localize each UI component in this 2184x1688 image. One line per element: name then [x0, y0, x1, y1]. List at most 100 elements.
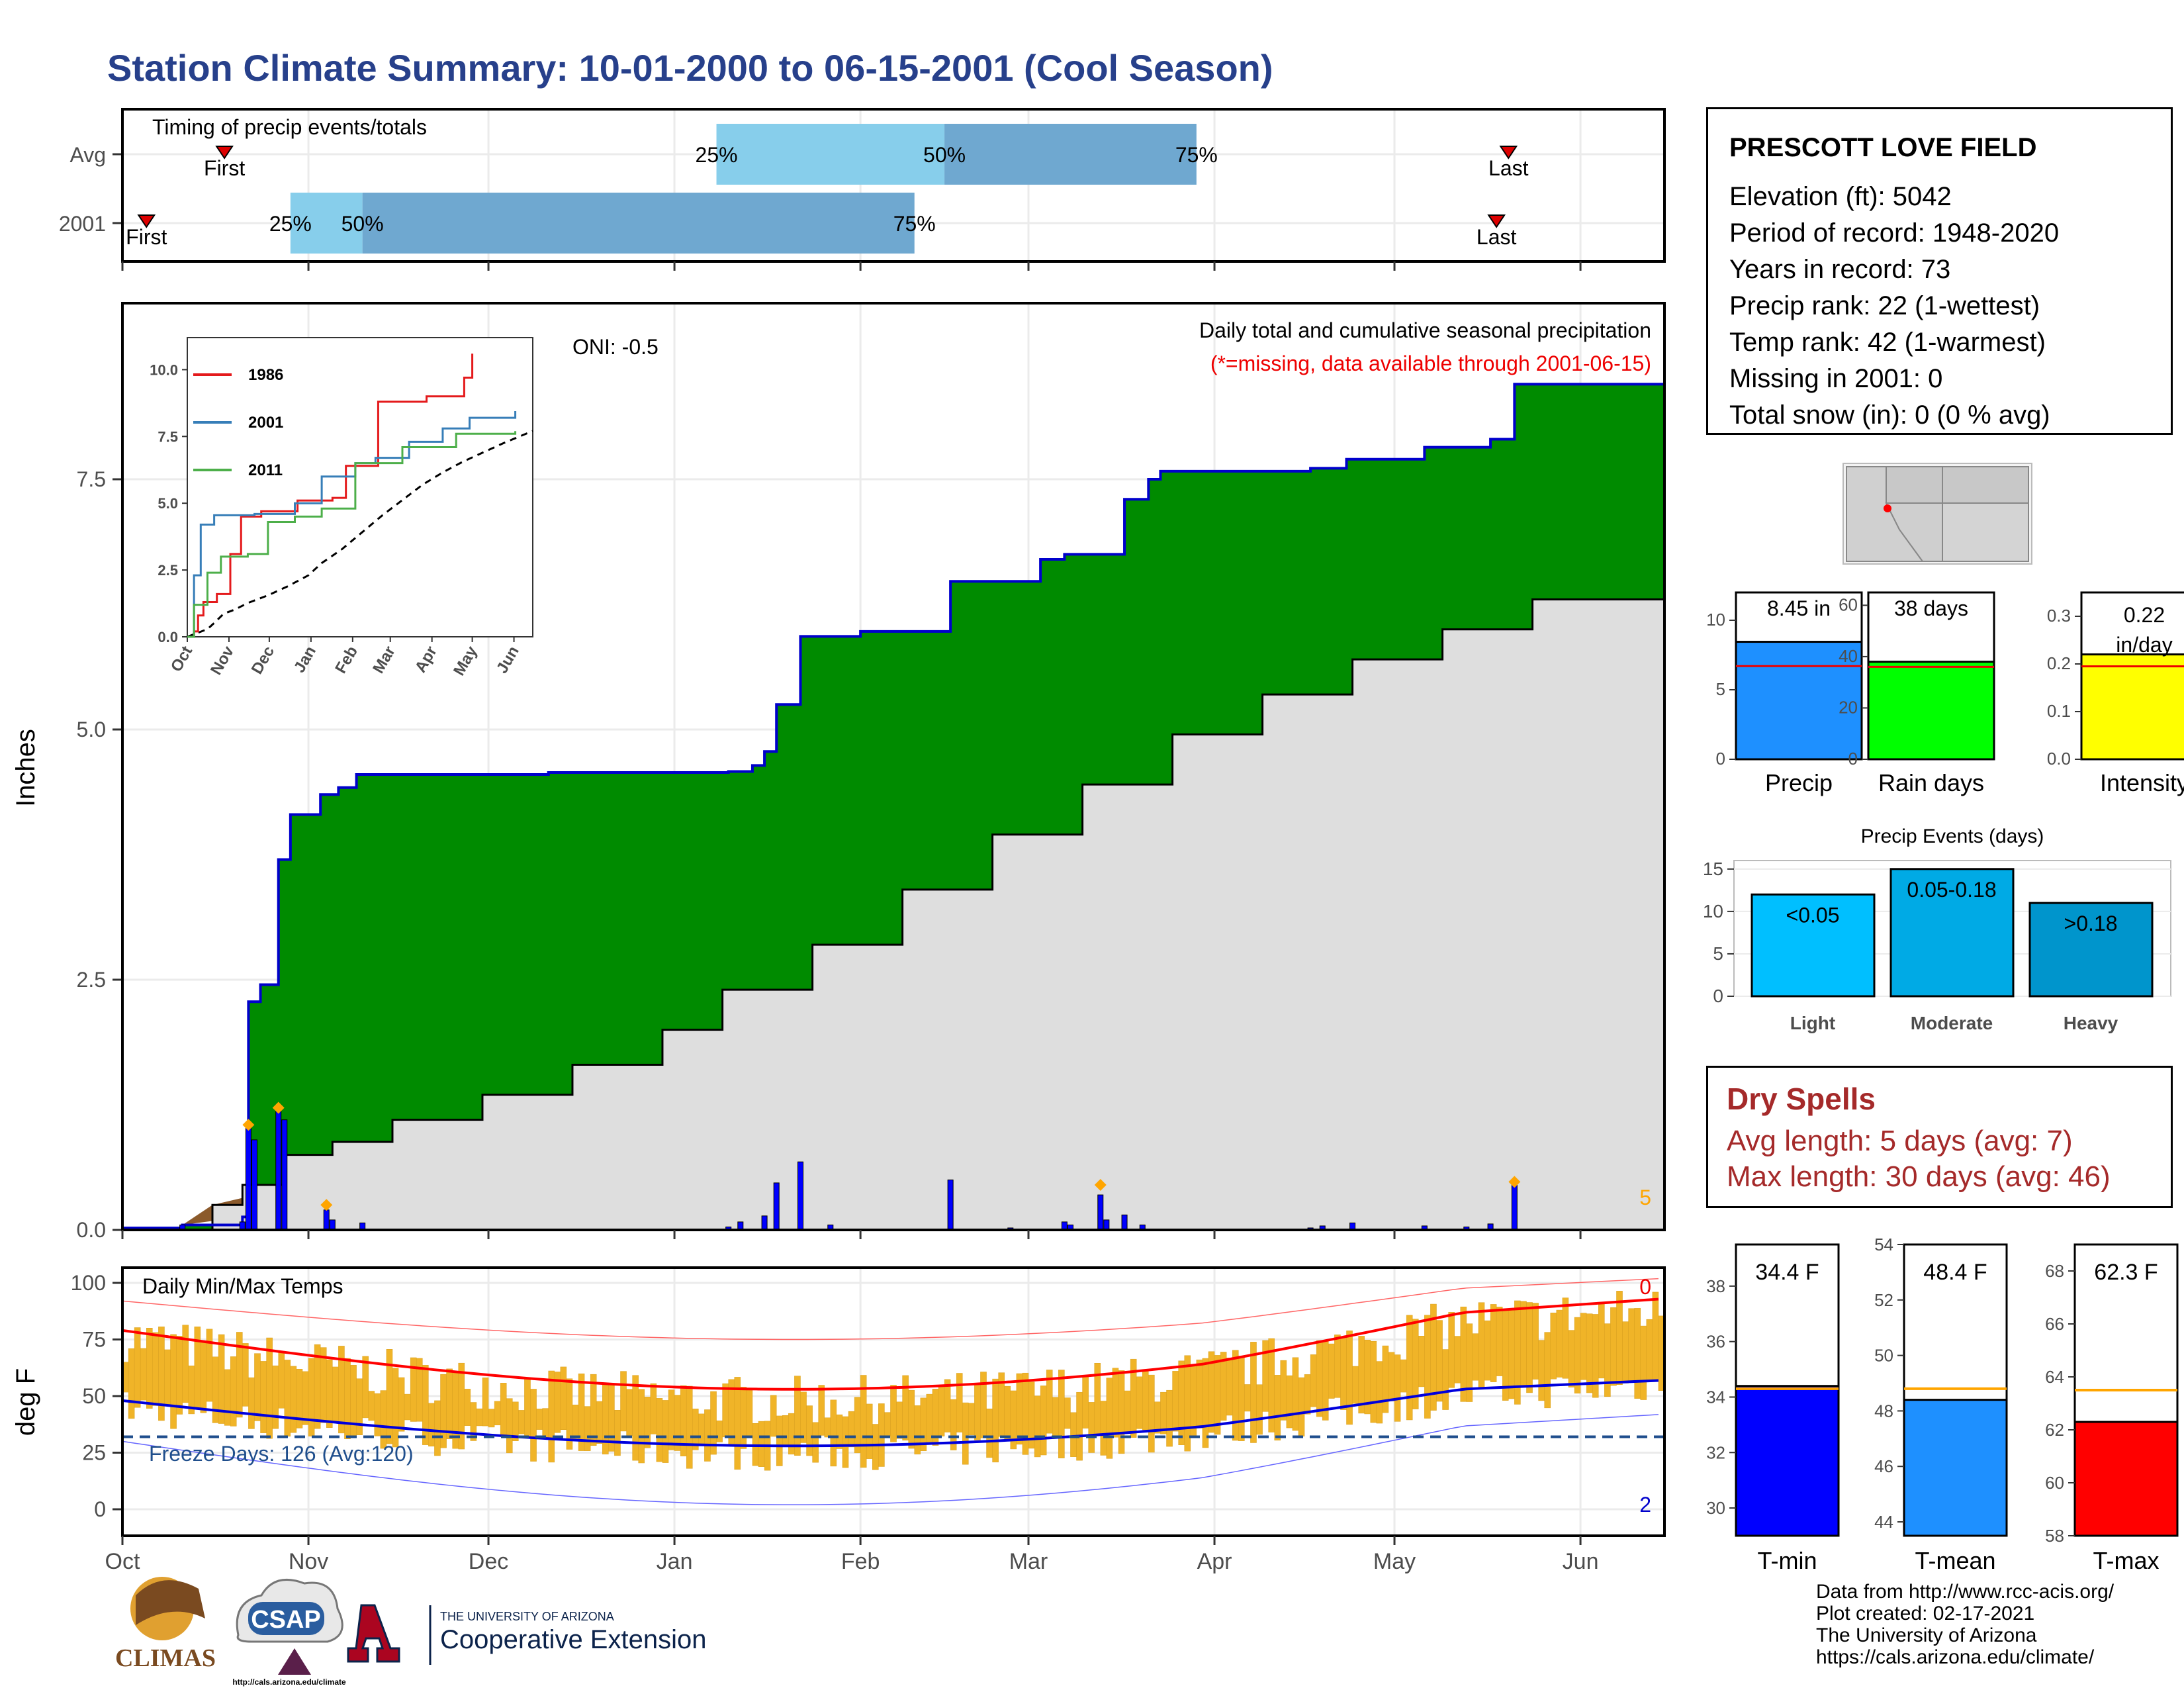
csap-url-text: http://cals.arizona.edu/climate [232, 1677, 346, 1687]
timing-quartile-label: 50% [341, 212, 384, 236]
precip-rank-line: Precip rank: 22 (1-wettest) [1729, 291, 2040, 320]
inset-ytick-label: 7.5 [158, 428, 178, 445]
daily-temp-bar [1388, 1352, 1395, 1401]
first-event-marker [215, 146, 234, 160]
temp-bar-tick-label: 54 [1874, 1235, 1893, 1254]
footer-plot-created: Plot created: 02-17-2021 [1816, 1603, 2035, 1624]
daily-temp-bar [1124, 1390, 1131, 1432]
timing-label: Timing of precip events/totals [152, 115, 427, 139]
normal-max-line [122, 1297, 1659, 1391]
station-location-marker [1884, 504, 1891, 512]
daily-temp-bar [1100, 1401, 1107, 1456]
daily-precip-bar [1097, 1194, 1104, 1231]
daily-temp-bar [248, 1377, 255, 1429]
daily-temp-bar [698, 1413, 705, 1444]
inset-ytick-label: 2.5 [158, 562, 178, 579]
daily-temp-bar [404, 1393, 411, 1421]
page-title: Station Climate Summary: 10-01-2000 to 0… [107, 47, 1273, 89]
daily-temp-bar [896, 1401, 903, 1439]
mini-bar-value [1735, 641, 1863, 761]
mini-bar-tick-label: 10 [1706, 610, 1725, 630]
precip-panel: 5 Daily total and cumulative seasonal pre… [11, 302, 1666, 1242]
daily-temp-bar [1442, 1349, 1449, 1410]
temp-bar-value [1903, 1399, 2008, 1537]
daily-precip-bar [245, 1124, 251, 1231]
daily-temp-bar [986, 1408, 993, 1458]
daily-temp-bar [506, 1398, 513, 1454]
daily-precip-bar [1103, 1219, 1110, 1231]
daily-temp-bar [212, 1356, 219, 1423]
mini-bar-value-label: 0.22 [2124, 603, 2165, 627]
daily-temp-bar [254, 1353, 261, 1421]
map-colorado [1942, 466, 2029, 504]
timing-panel: Timing of precip events/totals Avg 25% 50% 7… [59, 108, 1666, 263]
timing-bar-q50-q75 [944, 124, 1197, 185]
event-bin-label: 0.05-0.18 [1907, 878, 1996, 902]
daily-temp-bar [278, 1351, 285, 1409]
mini-bar-value-label: 38 days [1894, 596, 1968, 620]
daily-temp-bar [1142, 1370, 1149, 1430]
daily-temp-bar [1346, 1331, 1353, 1425]
first-event-marker [137, 214, 156, 228]
precip-subtitle: (*=missing, data available through 2001-… [1210, 352, 1651, 375]
precip-ytick-label: 0.0 [77, 1218, 106, 1242]
mini-bar-label: Rain days [1878, 769, 1984, 796]
timing-bar-q50-q75 [362, 193, 915, 254]
daily-temp-bar [164, 1349, 171, 1405]
daily-temp-bar [818, 1385, 825, 1436]
daily-temp-bar [1418, 1336, 1425, 1387]
daily-temp-bar [878, 1403, 885, 1467]
daily-temp-bar [230, 1356, 237, 1427]
daily-temp-bar [308, 1358, 315, 1436]
event-category-label: Light [1790, 1013, 1835, 1033]
daily-temp-bar [590, 1374, 597, 1446]
mini-bar-value-label: 8.45 in [1767, 596, 1831, 620]
daily-temp-bar [1592, 1314, 1599, 1398]
footer-credits: Data from http://www.rcc-acis.org/ Plot … [1816, 1581, 2114, 1668]
events-tick-label: 5 [1713, 943, 1723, 964]
daily-temp-bar [1136, 1376, 1143, 1429]
daily-temp-bar [1196, 1359, 1203, 1429]
temps-ytick-label: 0 [94, 1497, 106, 1521]
timing-row-label: 2001 [59, 212, 106, 236]
map-utah-nevada [1886, 466, 1943, 504]
daily-temp-bar [398, 1377, 405, 1432]
daily-temp-bar [1202, 1358, 1209, 1448]
mini-bar-tick-label: 60 [1839, 594, 1858, 614]
timing-quartile-label: 75% [1175, 143, 1218, 167]
temp-bar-value-label: 48.4 F [1923, 1260, 1987, 1285]
daily-temp-bar [152, 1332, 159, 1406]
daily-temp-bar [1538, 1340, 1545, 1401]
daily-temp-bar [716, 1421, 723, 1442]
daily-temp-bar [224, 1369, 231, 1426]
daily-temp-bar [620, 1371, 627, 1432]
daily-temp-bar [1568, 1330, 1575, 1387]
daily-temp-bar [1034, 1395, 1041, 1458]
daily-temp-bar [1652, 1291, 1659, 1381]
daily-temp-bar [1040, 1385, 1047, 1456]
csap-mountain-icon [278, 1648, 311, 1675]
station-name: PRESCOTT LOVE FIELD [1729, 133, 2037, 162]
daily-temp-bar [722, 1383, 729, 1438]
daily-temp-bar [1106, 1378, 1113, 1459]
daily-temp-bar [1232, 1350, 1239, 1441]
daily-temp-bar [650, 1383, 657, 1434]
daily-temp-bar [758, 1421, 765, 1467]
temp-bar-tick-label: 46 [1874, 1456, 1893, 1476]
dry-spells-title: Dry Spells [1727, 1082, 1876, 1116]
daily-temp-bar [1370, 1340, 1377, 1423]
daily-temp-bar [944, 1379, 951, 1432]
month-label: Oct [105, 1549, 140, 1574]
last-event-label: Last [1477, 225, 1517, 249]
temp-bar-tick-label: 60 [2045, 1473, 2064, 1493]
daily-temp-bar [488, 1409, 495, 1428]
month-label: May [1373, 1549, 1416, 1574]
csap-logo-text: CSAP [251, 1606, 321, 1634]
daily-temp-bar [1544, 1332, 1551, 1409]
mini-bar-tick-label: 0.3 [2047, 606, 2071, 626]
daily-temp-bar [1238, 1356, 1245, 1441]
daily-precip-bar [1511, 1184, 1518, 1231]
daily-temp-bar [1220, 1352, 1227, 1421]
inset-ytick-label: 0.0 [158, 629, 178, 645]
mini-bar-label: Intensity [2100, 769, 2184, 796]
